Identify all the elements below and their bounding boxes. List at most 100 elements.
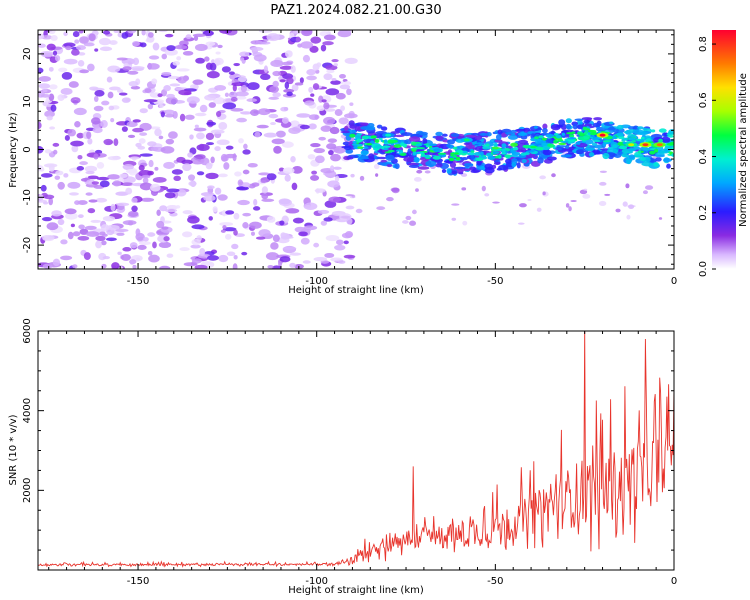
heatmap-cell [541,146,551,151]
heatmap-cell [338,117,349,125]
heatmap-cell [666,163,671,169]
heatmap-cell [152,241,157,249]
heatmap-cell [163,85,171,92]
heatmap-cell [464,163,474,167]
heatmap-cell [408,136,421,142]
heatmap-cell [282,246,297,250]
heatmap-cell [373,164,380,170]
heatmap-cell [323,102,330,110]
heatmap-cell [357,146,364,149]
heatmap-cell [165,96,178,105]
heatmap-cell [166,45,176,51]
heatmap-cell [351,143,359,146]
x-tick-label: 0 [671,576,677,587]
heatmap-cell [163,236,170,242]
heatmap-cell [425,145,430,148]
heatmap-cell [663,158,672,163]
heatmap-cell [402,220,409,224]
heatmap-cell [141,30,146,36]
heatmap-cell [161,53,168,60]
heatmap-cell [537,157,544,164]
heatmap-cell [158,30,168,33]
heatmap-cell [42,88,48,93]
heatmap-cell [171,169,183,175]
heatmap-cell [323,217,333,222]
heatmap-cell [354,134,362,139]
heatmap-cell [420,152,426,157]
heatmap-cell [196,171,205,176]
heatmap-cell [301,30,313,37]
heatmap-cell [107,91,114,99]
heatmap-cell [391,187,400,194]
heatmap-cell [352,140,357,144]
heatmap-cell [284,174,291,182]
heatmap-cell [281,117,289,124]
heatmap-cell [48,84,58,90]
heatmap-cell [390,143,395,146]
heatmap-cell [161,71,172,76]
heatmap-cell [493,142,499,148]
heatmap-cell [316,62,322,68]
heatmap-cell [204,94,217,101]
heatmap-cells [38,30,674,269]
heatmap-cell [521,158,527,164]
heatmap-cell [393,144,402,148]
heatmap-cell [152,42,160,51]
heatmap-cell [137,244,147,250]
heatmap-cell [194,112,207,117]
heatmap-cell [147,63,160,70]
heatmap-cell [167,75,180,80]
heatmap-cell [196,143,210,152]
heatmap-cell [242,222,249,229]
heatmap-cell [321,99,327,103]
heatmap-cell [308,114,320,121]
heatmap-cell [78,30,84,34]
heatmap-cell [308,86,314,93]
heatmap-cell [292,30,302,35]
colorbar-tick-label: 0.4 [698,149,709,165]
heatmap-cell [567,139,576,143]
heatmap-cell [449,152,459,155]
heatmap-cell [625,183,630,189]
heatmap-cell [233,229,238,236]
heatmap-cell [125,168,137,174]
heatmap-cell [524,145,531,149]
y-tick-label: 2000 [22,478,33,503]
heatmap-cell [105,237,117,242]
heatmap-cell [120,182,134,187]
heatmap-cell [671,153,674,157]
heatmap-cell [285,50,293,58]
heatmap-cell [351,194,356,198]
heatmap-cell [482,145,491,150]
heatmap-cell [258,172,271,176]
heatmap-cell [255,40,263,45]
heatmap-cell [560,140,570,143]
heatmap-cell [343,240,349,245]
heatmap-cell [330,165,335,172]
heatmap-cell [250,109,260,116]
heatmap-cell [126,121,138,128]
heatmap-cell [565,123,572,130]
heatmap-cell [139,42,147,48]
heatmap-cell [189,84,199,90]
heatmap-cell [48,163,55,172]
heatmap-cell [72,30,80,38]
heatmap-cell [517,222,525,225]
heatmap-cell [279,79,286,83]
heatmap-cell [359,155,371,160]
heatmap-cell [86,231,100,237]
heatmap-cell [308,123,317,130]
heatmap-cell [593,117,603,121]
heatmap-cell [333,63,338,67]
heatmap-cell [424,154,431,159]
heatmap-cell [583,188,588,191]
heatmap-cell [289,262,296,268]
heatmap-cell [344,113,358,119]
heatmap-cell [187,152,193,158]
heatmap-cell [644,185,654,190]
heatmap-cell [164,48,178,56]
heatmap-cell [501,143,507,148]
heatmap-cell [42,201,49,205]
heatmap-cell [565,118,572,124]
heatmap-cell [560,154,572,158]
